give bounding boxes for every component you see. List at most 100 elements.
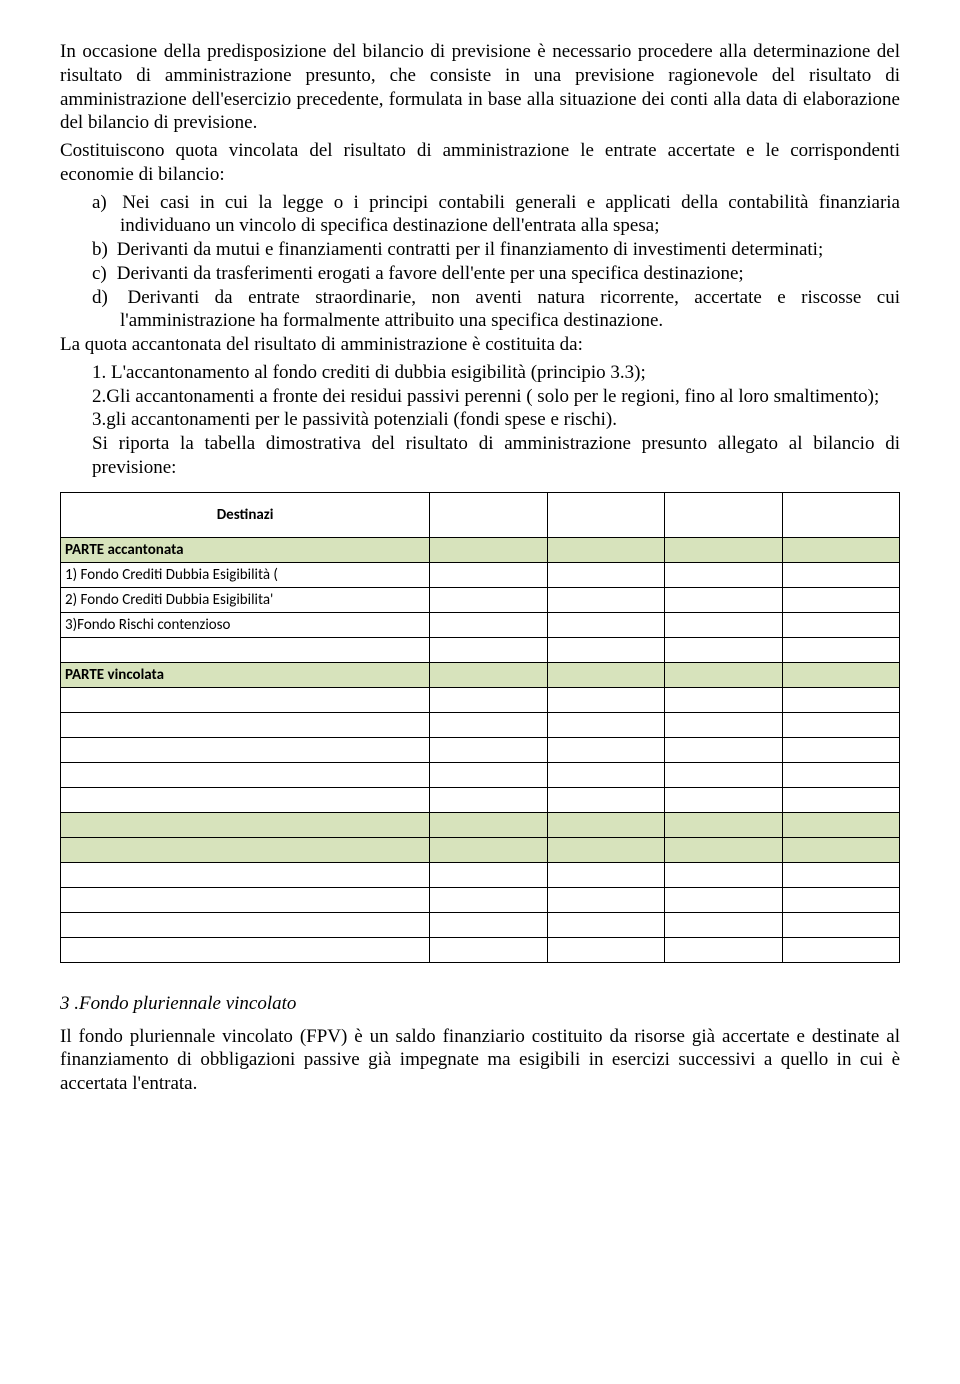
table-cell-value	[430, 787, 547, 812]
table-cell-value	[430, 687, 547, 712]
table-cell-value	[782, 837, 899, 862]
list-item-c: c) Derivanti da trasferimenti erogati a …	[60, 262, 900, 286]
table-cell-desc	[61, 712, 430, 737]
table-row	[61, 862, 900, 887]
table-cell-value	[782, 662, 899, 687]
table-cell-value	[547, 637, 664, 662]
list-item-d: d) Derivanti da entrate straordinarie, n…	[60, 286, 900, 334]
table-cell-value	[782, 912, 899, 937]
table-cell-value	[665, 562, 782, 587]
table-cell-value	[547, 887, 664, 912]
table-cell-value	[547, 787, 664, 812]
table-cell-value	[547, 812, 664, 837]
list-numbered: 1. L'accantonamento al fondo crediti di …	[60, 361, 900, 432]
table-cell-value	[665, 662, 782, 687]
list-item-3: 3.gli accantonamenti per le passività po…	[60, 408, 900, 432]
paragraph-table-intro: Si riporta la tabella dimostrativa del r…	[60, 432, 900, 480]
list-item-1-text: L'accantonamento al fondo crediti di dub…	[111, 362, 646, 383]
list-item-a-text: Nei casi in cui la legge o i principi co…	[120, 192, 900, 237]
table-cell-desc: PARTE vincolata	[61, 662, 430, 687]
table-row: 3)Fondo Rischi contenzioso	[61, 612, 900, 637]
table-cell-value	[430, 612, 547, 637]
table-row	[61, 687, 900, 712]
table-cell-value	[665, 837, 782, 862]
table-cell-value	[430, 712, 547, 737]
section-3-title: 3 .Fondo pluriennale vincolato	[60, 993, 900, 1015]
table-cell-value	[547, 937, 664, 962]
table-header-c4	[782, 492, 899, 537]
table-cell-desc	[61, 912, 430, 937]
page: In occasione della predisposizione del b…	[0, 0, 960, 1140]
table-row	[61, 712, 900, 737]
table-cell-desc	[61, 862, 430, 887]
table-cell-value	[430, 737, 547, 762]
table-row	[61, 737, 900, 762]
table-cell-value	[782, 537, 899, 562]
table-cell-value	[782, 562, 899, 587]
table-cell-value	[547, 837, 664, 862]
table-cell-value	[782, 687, 899, 712]
table-cell-desc	[61, 837, 430, 862]
table-row	[61, 787, 900, 812]
table-cell-value	[430, 587, 547, 612]
table-row: 2) Fondo Crediti Dubbia Esigibilita'	[61, 587, 900, 612]
table-cell-value	[665, 812, 782, 837]
table-cell-value	[665, 787, 782, 812]
paragraph-quota-accantonata: La quota accantonata del risultato di am…	[60, 333, 900, 357]
table-cell-desc	[61, 787, 430, 812]
table-cell-value	[782, 612, 899, 637]
table-cell-desc	[61, 937, 430, 962]
table-cell-value	[547, 662, 664, 687]
table-cell-value	[782, 637, 899, 662]
list-item-d-text: Derivanti da entrate straordinarie, non …	[120, 287, 900, 332]
table-cell-value	[782, 787, 899, 812]
table-cell-value	[665, 537, 782, 562]
table-cell-value	[665, 912, 782, 937]
list-item-2: 2.Gli accantonamenti a fronte dei residu…	[60, 385, 900, 409]
table-cell-desc	[61, 737, 430, 762]
table-cell-value	[665, 762, 782, 787]
paragraph-fpv: Il fondo pluriennale vincolato (FPV) è u…	[60, 1025, 900, 1096]
table-cell-value	[430, 637, 547, 662]
table-row	[61, 937, 900, 962]
table-cell-value	[430, 887, 547, 912]
table-cell-value	[782, 812, 899, 837]
table-cell-desc	[61, 812, 430, 837]
table-cell-value	[782, 762, 899, 787]
table-cell-desc: 3)Fondo Rischi contenzioso	[61, 612, 430, 637]
table-row: PARTE accantonata	[61, 537, 900, 562]
table-cell-value	[430, 837, 547, 862]
table-header-desc: Destinazi	[61, 492, 430, 537]
list-item-c-text: Derivanti da trasferimenti erogati a fav…	[117, 263, 744, 284]
table-row	[61, 912, 900, 937]
table-avanzo: Destinazi PARTE accantonata1) Fondo Cred…	[60, 492, 900, 963]
table-cell-value	[665, 637, 782, 662]
table-row	[61, 812, 900, 837]
table-row	[61, 637, 900, 662]
table-cell-value	[430, 562, 547, 587]
table-row: PARTE vincolata	[61, 662, 900, 687]
table-cell-value	[665, 687, 782, 712]
table-cell-value	[782, 862, 899, 887]
list-lettered: a) Nei casi in cui la legge o i principi…	[60, 191, 900, 334]
table-cell-value	[547, 687, 664, 712]
table-cell-value	[430, 537, 547, 562]
table-cell-desc	[61, 637, 430, 662]
table-cell-value	[547, 562, 664, 587]
table-cell-value	[782, 712, 899, 737]
table-cell-value	[665, 587, 782, 612]
table-cell-value	[547, 612, 664, 637]
table-header-c1	[430, 492, 547, 537]
table-cell-value	[430, 937, 547, 962]
table-cell-value	[665, 862, 782, 887]
table-row	[61, 762, 900, 787]
paragraph-intro-2: Costituiscono quota vincolata del risult…	[60, 139, 900, 187]
table-cell-value	[782, 737, 899, 762]
table-cell-desc	[61, 762, 430, 787]
table-cell-value	[665, 937, 782, 962]
table-header-c3	[665, 492, 782, 537]
table-cell-value	[547, 712, 664, 737]
table-cell-value	[547, 537, 664, 562]
table-cell-value	[430, 762, 547, 787]
table-row: 1) Fondo Crediti Dubbia Esigibilità (	[61, 562, 900, 587]
